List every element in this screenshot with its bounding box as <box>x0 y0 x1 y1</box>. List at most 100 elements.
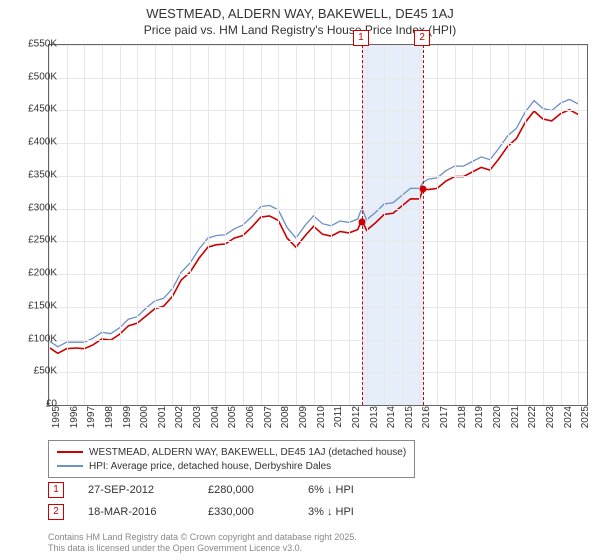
legend-row: HPI: Average price, detached house, Derb… <box>57 459 406 473</box>
x-axis-label: 2019 <box>474 406 485 436</box>
attribution-line2: This data is licensed under the Open Gov… <box>48 543 357 554</box>
transaction-date: 27-SEP-2012 <box>88 484 208 496</box>
transaction-delta: 3% ↓ HPI <box>308 506 354 518</box>
x-axis-label: 2013 <box>369 406 380 436</box>
gridline-v <box>208 45 209 405</box>
y-axis-label: £300K <box>7 202 57 213</box>
gridline-h <box>49 78 587 79</box>
x-axis-label: 2009 <box>298 406 309 436</box>
gridline-v <box>490 45 491 405</box>
x-axis-label: 2008 <box>280 406 291 436</box>
chart-svg <box>49 45 587 405</box>
transaction-price: £280,000 <box>208 484 308 496</box>
gridline-v <box>225 45 226 405</box>
y-axis-label: £400K <box>7 137 57 148</box>
x-axis-label: 2005 <box>227 406 238 436</box>
gridline-v <box>190 45 191 405</box>
x-axis-label: 1995 <box>51 406 62 436</box>
gridline-v <box>349 45 350 405</box>
gridline-v <box>508 45 509 405</box>
x-axis-label: 2000 <box>139 406 150 436</box>
legend-label: HPI: Average price, detached house, Derb… <box>89 461 331 472</box>
y-axis-label: £0 <box>7 399 57 410</box>
y-axis-label: £500K <box>7 71 57 82</box>
x-axis-label: 2018 <box>457 406 468 436</box>
attribution-line1: Contains HM Land Registry data © Crown c… <box>48 532 357 543</box>
marker-dot <box>358 218 365 225</box>
transaction-marker: 1 <box>48 482 64 498</box>
gridline-v <box>278 45 279 405</box>
gridline-v <box>402 45 403 405</box>
y-axis-label: £50K <box>7 366 57 377</box>
marker-box: 1 <box>353 30 369 46</box>
gridline-h <box>49 274 587 275</box>
gridline-v <box>67 45 68 405</box>
x-axis-label: 2004 <box>210 406 221 436</box>
y-axis-label: £450K <box>7 104 57 115</box>
plot-area <box>48 44 588 406</box>
x-axis-label: 2016 <box>421 406 432 436</box>
gridline-v <box>384 45 385 405</box>
x-axis-label: 1998 <box>104 406 115 436</box>
y-axis-label: £200K <box>7 268 57 279</box>
gridline-v <box>261 45 262 405</box>
marker-box: 2 <box>414 30 430 46</box>
transaction-row: 1 27-SEP-2012£280,0006% ↓ HPI <box>48 482 354 498</box>
chart-title: WESTMEAD, ALDERN WAY, BAKEWELL, DE45 1AJ <box>0 0 600 21</box>
x-axis-label: 2017 <box>439 406 450 436</box>
gridline-h <box>49 340 587 341</box>
gridline-v <box>455 45 456 405</box>
gridline-v <box>472 45 473 405</box>
x-axis-label: 2003 <box>192 406 203 436</box>
gridline-v <box>525 45 526 405</box>
x-axis-label: 1997 <box>86 406 97 436</box>
attribution: Contains HM Land Registry data © Crown c… <box>48 532 357 554</box>
transaction-price: £330,000 <box>208 506 308 518</box>
transaction-row: 2 18-MAR-2016£330,0003% ↓ HPI <box>48 504 354 520</box>
x-axis-label: 1996 <box>69 406 80 436</box>
gridline-h <box>49 307 587 308</box>
gridline-v <box>137 45 138 405</box>
x-axis-label: 1999 <box>122 406 133 436</box>
gridline-h <box>49 209 587 210</box>
x-axis-label: 2024 <box>563 406 574 436</box>
legend-swatch <box>57 451 83 453</box>
transaction-marker: 2 <box>48 504 64 520</box>
x-axis-label: 2025 <box>580 406 591 436</box>
y-axis-label: £350K <box>7 169 57 180</box>
gridline-v <box>419 45 420 405</box>
gridline-h <box>49 110 587 111</box>
gridline-h <box>49 45 587 46</box>
x-axis-label: 2020 <box>492 406 503 436</box>
gridline-v <box>561 45 562 405</box>
gridline-v <box>243 45 244 405</box>
gridline-h <box>49 176 587 177</box>
gridline-v <box>331 45 332 405</box>
y-axis-label: £550K <box>7 39 57 50</box>
transaction-date: 18-MAR-2016 <box>88 506 208 518</box>
x-axis-label: 2012 <box>351 406 362 436</box>
gridline-v <box>578 45 579 405</box>
gridline-v <box>172 45 173 405</box>
gridline-v <box>296 45 297 405</box>
x-axis-label: 2002 <box>174 406 185 436</box>
x-axis-label: 2011 <box>333 406 344 436</box>
y-axis-label: £250K <box>7 235 57 246</box>
gridline-v <box>49 45 50 405</box>
gridline-v <box>367 45 368 405</box>
gridline-h <box>49 241 587 242</box>
legend-box: WESTMEAD, ALDERN WAY, BAKEWELL, DE45 1AJ… <box>48 440 415 478</box>
transaction-delta: 6% ↓ HPI <box>308 484 354 496</box>
x-axis-label: 2007 <box>263 406 274 436</box>
gridline-v <box>437 45 438 405</box>
chart-container: WESTMEAD, ALDERN WAY, BAKEWELL, DE45 1AJ… <box>0 0 600 560</box>
x-axis-label: 2021 <box>510 406 521 436</box>
gridline-v <box>84 45 85 405</box>
marker-dot <box>420 186 427 193</box>
legend-row: WESTMEAD, ALDERN WAY, BAKEWELL, DE45 1AJ… <box>57 445 406 459</box>
x-axis-label: 2022 <box>527 406 538 436</box>
x-axis-label: 2023 <box>545 406 556 436</box>
gridline-h <box>49 372 587 373</box>
x-axis-label: 2006 <box>245 406 256 436</box>
x-axis-label: 2015 <box>404 406 415 436</box>
